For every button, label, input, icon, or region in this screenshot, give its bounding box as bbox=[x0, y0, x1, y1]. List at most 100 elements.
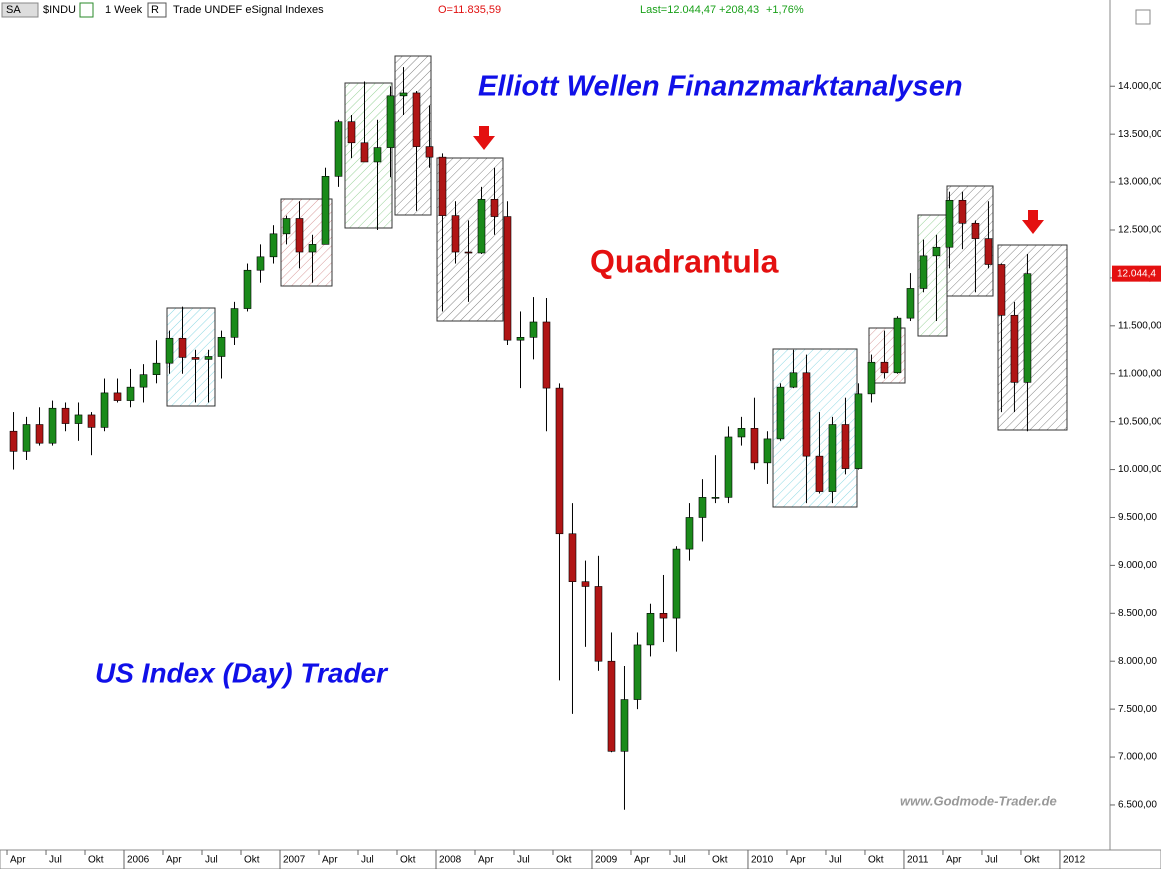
candle-body bbox=[815, 455, 824, 492]
candle-body bbox=[698, 497, 707, 518]
candle-body bbox=[256, 256, 265, 271]
y-tick-label: 8.500,00 bbox=[1118, 608, 1157, 619]
candle-body bbox=[477, 199, 486, 254]
candle-body bbox=[386, 95, 395, 148]
box bbox=[997, 244, 1068, 431]
candle-body bbox=[451, 215, 460, 253]
x-tick-label: Apr bbox=[322, 855, 338, 866]
x-tick-label: Apr bbox=[634, 855, 650, 866]
last: Last=12.044,47 bbox=[640, 4, 716, 16]
arrow bbox=[473, 126, 495, 150]
candle-body bbox=[841, 424, 850, 469]
candle-body bbox=[672, 548, 681, 619]
candle-body bbox=[126, 386, 135, 401]
symbol-box[interactable] bbox=[1, 2, 39, 18]
candle-body bbox=[880, 361, 889, 374]
candle-body bbox=[204, 356, 213, 360]
candle-body bbox=[659, 613, 668, 619]
candle-body bbox=[152, 362, 161, 375]
candle-body bbox=[490, 199, 499, 217]
annotation: Quadrantula bbox=[590, 243, 779, 279]
candle-body bbox=[633, 644, 642, 700]
y-tick-label: 10.500,00 bbox=[1118, 416, 1161, 427]
x-tick-label: 2010 bbox=[751, 855, 774, 866]
change: +208,43 bbox=[719, 4, 759, 16]
candle-body bbox=[997, 264, 1006, 316]
y-axis-panel bbox=[1110, 0, 1161, 869]
x-tick-label: Apr bbox=[790, 855, 806, 866]
x-tick-label: Apr bbox=[946, 855, 962, 866]
candle-body bbox=[321, 176, 330, 245]
candle-body bbox=[399, 92, 408, 97]
candle-body bbox=[61, 407, 70, 424]
candle-body bbox=[737, 428, 746, 438]
y-tick-label: 7.500,00 bbox=[1118, 704, 1157, 715]
candle-body bbox=[464, 251, 473, 254]
annotation: Elliott Wellen Finanzmarktanalysen bbox=[478, 71, 963, 103]
x-tick-label: Apr bbox=[478, 855, 494, 866]
x-tick-label: Okt bbox=[868, 855, 884, 866]
x-tick-label: Jul bbox=[829, 855, 842, 866]
candle-body bbox=[828, 424, 837, 492]
symbol: $INDU bbox=[43, 4, 76, 16]
candle-body bbox=[22, 424, 31, 452]
candle-body bbox=[984, 238, 993, 265]
interval: 1 Week bbox=[105, 4, 143, 16]
candle-body bbox=[230, 308, 239, 338]
candle-body bbox=[919, 255, 928, 289]
candle-body bbox=[555, 387, 564, 535]
x-tick-label: Jul bbox=[673, 855, 686, 866]
x-tick-label: Okt bbox=[88, 855, 104, 866]
candle-body bbox=[308, 244, 317, 253]
y-tick-label: 9.500,00 bbox=[1118, 512, 1157, 523]
x-tick-label: Jul bbox=[49, 855, 62, 866]
annotation: www.Godmode-Trader.de bbox=[900, 793, 1057, 808]
candle-body bbox=[1023, 273, 1032, 383]
x-tick-label: 2011 bbox=[907, 855, 929, 866]
candle-body bbox=[542, 321, 551, 389]
y-tick-label: 6.500,00 bbox=[1118, 800, 1157, 811]
candle-body bbox=[217, 337, 226, 357]
x-tick-label: Jul bbox=[361, 855, 374, 866]
candle-body bbox=[750, 428, 759, 464]
candle-body bbox=[87, 414, 96, 428]
y-tick-label: 13.500,00 bbox=[1118, 129, 1161, 140]
candle-body bbox=[568, 533, 577, 582]
symbol-box-label: SA bbox=[6, 4, 21, 16]
header: SA $INDU 1 Week R Trade UNDEF eSignal In… bbox=[1, 2, 804, 18]
candle-body bbox=[620, 699, 629, 752]
x-tick-label: 2006 bbox=[127, 855, 150, 866]
candle-body bbox=[178, 337, 187, 358]
x-tick-label: Okt bbox=[244, 855, 260, 866]
candle-body bbox=[802, 372, 811, 457]
annotation: US Index (Day) Trader bbox=[95, 657, 389, 688]
settings-button[interactable] bbox=[1135, 9, 1151, 25]
color-button[interactable] bbox=[79, 2, 94, 18]
y-tick-label: 9.000,00 bbox=[1118, 560, 1157, 571]
box bbox=[344, 82, 393, 229]
candle-body bbox=[594, 586, 603, 662]
candle-body bbox=[516, 337, 525, 341]
wave-boxes bbox=[166, 55, 1068, 508]
candle-body bbox=[906, 288, 915, 319]
candle-body bbox=[945, 199, 954, 248]
menu-button[interactable] bbox=[147, 2, 167, 18]
x-tick-label: 2007 bbox=[283, 855, 306, 866]
candle-body bbox=[412, 92, 421, 147]
candle-body bbox=[646, 613, 655, 646]
x-tick-label: Apr bbox=[10, 855, 26, 866]
candle-body bbox=[295, 218, 304, 253]
candle-body bbox=[789, 372, 798, 388]
candle-body bbox=[711, 497, 720, 499]
x-tick-label: 2012 bbox=[1063, 855, 1086, 866]
source: Trade UNDEF eSignal Indexes bbox=[173, 4, 324, 16]
y-tick-label: 8.000,00 bbox=[1118, 656, 1157, 667]
x-tick-label: 2009 bbox=[595, 855, 618, 866]
candle-body bbox=[685, 517, 694, 550]
y-tick-label: 7.000,00 bbox=[1118, 752, 1157, 763]
candles bbox=[9, 67, 1032, 810]
x-tick-label: Okt bbox=[1024, 855, 1040, 866]
x-tick-label: 2008 bbox=[439, 855, 462, 866]
